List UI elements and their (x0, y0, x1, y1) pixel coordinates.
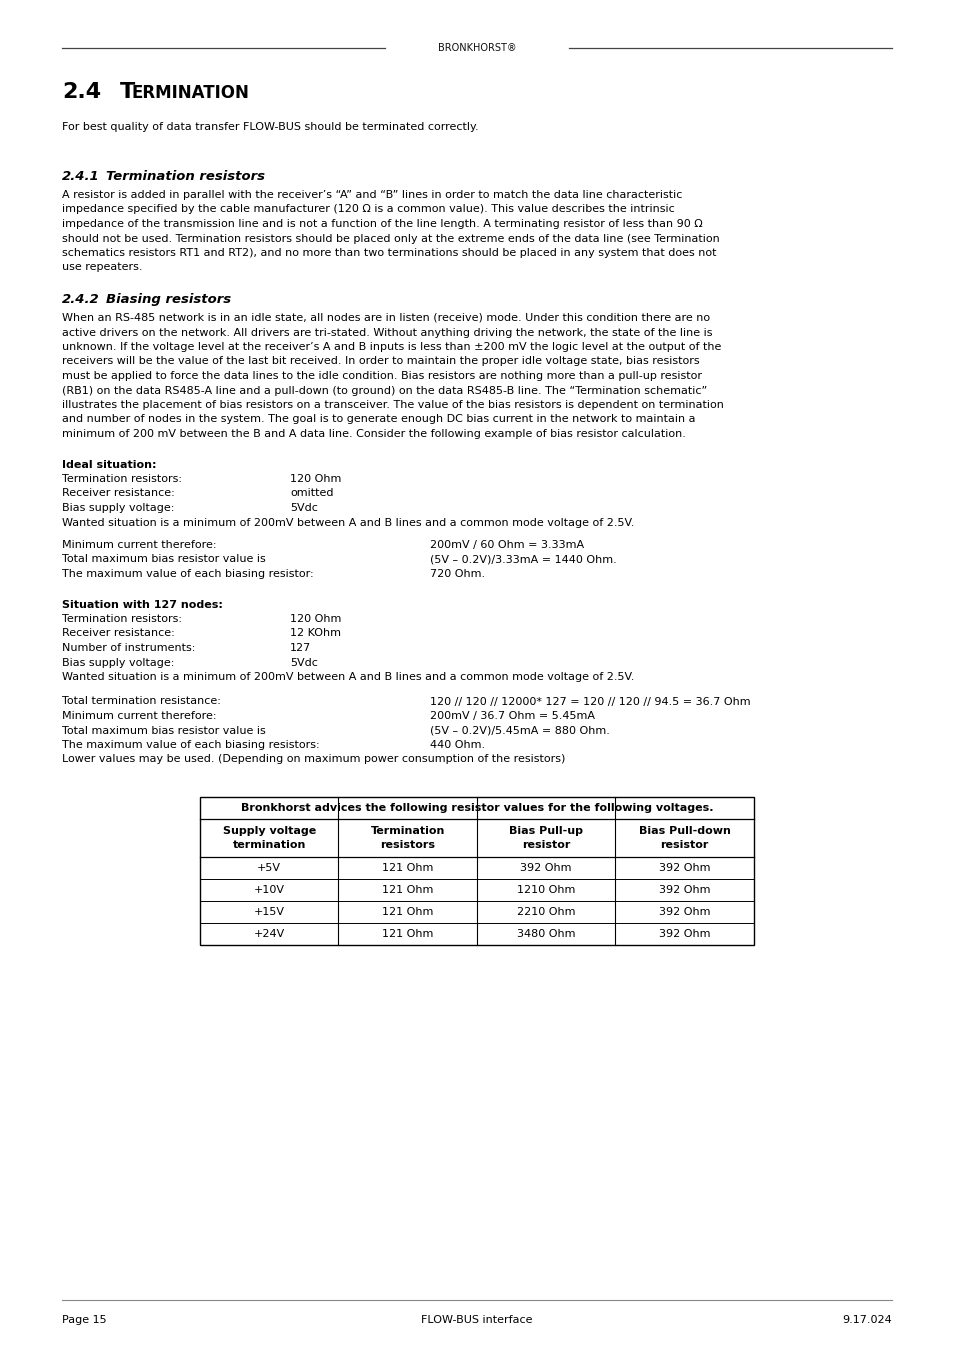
Text: T: T (120, 82, 135, 103)
Text: Receiver resistance:: Receiver resistance: (62, 489, 174, 498)
Text: 392 Ohm: 392 Ohm (659, 907, 710, 917)
Text: must be applied to force the data lines to the idle condition. Bias resistors ar: must be applied to force the data lines … (62, 371, 701, 381)
Text: Bias Pull-up
resistor: Bias Pull-up resistor (509, 826, 582, 849)
Text: Situation with 127 nodes:: Situation with 127 nodes: (62, 599, 223, 609)
Text: 120 // 120 // 12000* 127 = 120 // 120 // 94.5 = 36.7 Ohm: 120 // 120 // 12000* 127 = 120 // 120 //… (430, 697, 750, 706)
Text: illustrates the placement of bias resistors on a transceiver. The value of the b: illustrates the placement of bias resist… (62, 400, 723, 410)
Text: impedance of the transmission line and is not a function of the line length. A t: impedance of the transmission line and i… (62, 219, 702, 230)
Text: Bias supply voltage:: Bias supply voltage: (62, 657, 174, 667)
Text: (5V – 0.2V)/3.33mA = 1440 Ohm.: (5V – 0.2V)/3.33mA = 1440 Ohm. (430, 555, 616, 564)
Text: 120 Ohm: 120 Ohm (290, 474, 341, 485)
Text: +24V: +24V (253, 929, 285, 940)
Text: 121 Ohm: 121 Ohm (381, 886, 433, 895)
Text: Receiver resistance:: Receiver resistance: (62, 629, 174, 639)
Text: 392 Ohm: 392 Ohm (659, 863, 710, 873)
Text: The maximum value of each biasing resistors:: The maximum value of each biasing resist… (62, 740, 319, 751)
Text: active drivers on the network. All drivers are tri-stated. Without anything driv: active drivers on the network. All drive… (62, 328, 712, 338)
Text: Bias Pull-down
resistor: Bias Pull-down resistor (639, 826, 730, 849)
Text: 1210 Ohm: 1210 Ohm (517, 886, 575, 895)
Text: Total termination resistance:: Total termination resistance: (62, 697, 221, 706)
Text: impedance specified by the cable manufacturer (120 Ω is a common value). This va: impedance specified by the cable manufac… (62, 204, 674, 215)
Bar (200, 796, 753, 945)
Text: When an RS-485 network is in an idle state, all nodes are in listen (receive) mo: When an RS-485 network is in an idle sta… (62, 313, 709, 323)
Text: Termination resistors:: Termination resistors: (62, 474, 182, 485)
Text: should not be used. Termination resistors should be placed only at the extreme e: should not be used. Termination resistor… (62, 234, 719, 243)
Text: 200mV / 60 Ohm = 3.33mA: 200mV / 60 Ohm = 3.33mA (430, 540, 583, 549)
Text: 392 Ohm: 392 Ohm (520, 863, 572, 873)
Text: +15V: +15V (253, 907, 284, 917)
Text: Termination
resistors: Termination resistors (370, 826, 444, 849)
Text: Total maximum bias resistor value is: Total maximum bias resistor value is (62, 555, 266, 564)
Text: The maximum value of each biasing resistor:: The maximum value of each biasing resist… (62, 568, 314, 579)
Text: 121 Ohm: 121 Ohm (381, 929, 433, 940)
Text: Biasing resistors: Biasing resistors (106, 293, 231, 306)
Text: 2.4.2: 2.4.2 (62, 293, 100, 306)
Text: 2210 Ohm: 2210 Ohm (517, 907, 575, 917)
Text: (RB1) on the data RS485-A line and a pull-down (to ground) on the data RS485-B l: (RB1) on the data RS485-A line and a pul… (62, 386, 706, 396)
Text: receivers will be the value of the last bit received. In order to maintain the p: receivers will be the value of the last … (62, 356, 699, 366)
Text: BRONKHORST®: BRONKHORST® (437, 43, 516, 53)
Text: Bias supply voltage:: Bias supply voltage: (62, 504, 174, 513)
Text: 200mV / 36.7 Ohm = 5.45mA: 200mV / 36.7 Ohm = 5.45mA (430, 711, 595, 721)
Text: For best quality of data transfer FLOW-BUS should be terminated correctly.: For best quality of data transfer FLOW-B… (62, 122, 478, 132)
Text: unknown. If the voltage level at the receiver’s A and B inputs is less than ±200: unknown. If the voltage level at the rec… (62, 342, 720, 352)
Text: Number of instruments:: Number of instruments: (62, 643, 195, 653)
Text: Lower values may be used. (Depending on maximum power consumption of the resisto: Lower values may be used. (Depending on … (62, 755, 565, 764)
Text: 3480 Ohm: 3480 Ohm (517, 929, 575, 940)
Text: 2.4.1: 2.4.1 (62, 170, 100, 184)
Text: schematics resistors RT1 and RT2), and no more than two terminations should be p: schematics resistors RT1 and RT2), and n… (62, 248, 716, 258)
Text: FLOW-BUS interface: FLOW-BUS interface (421, 1315, 532, 1324)
Text: use repeaters.: use repeaters. (62, 262, 142, 273)
Text: 120 Ohm: 120 Ohm (290, 614, 341, 624)
Text: 5Vdc: 5Vdc (290, 504, 317, 513)
Text: Bronkhorst advices the following resistor values for the following voltages.: Bronkhorst advices the following resisto… (240, 803, 713, 813)
Text: +5V: +5V (257, 863, 281, 873)
Text: Page 15: Page 15 (62, 1315, 107, 1324)
Text: 440 Ohm.: 440 Ohm. (430, 740, 485, 751)
Text: Ideal situation:: Ideal situation: (62, 459, 156, 470)
Text: omitted: omitted (290, 489, 334, 498)
Text: minimum of 200 mV between the B and A data line. Consider the following example : minimum of 200 mV between the B and A da… (62, 429, 685, 439)
Text: A resistor is added in parallel with the receiver’s “A” and “B” lines in order t: A resistor is added in parallel with the… (62, 190, 681, 200)
Text: Wanted situation is a minimum of 200mV between A and B lines and a common mode v: Wanted situation is a minimum of 200mV b… (62, 517, 634, 528)
Text: Termination resistors: Termination resistors (106, 170, 265, 184)
Text: Termination resistors:: Termination resistors: (62, 614, 182, 624)
Text: 121 Ohm: 121 Ohm (381, 863, 433, 873)
Text: 9.17.024: 9.17.024 (841, 1315, 891, 1324)
Text: 5Vdc: 5Vdc (290, 657, 317, 667)
Text: ERMINATION: ERMINATION (132, 84, 250, 103)
Text: Minimum current therefore:: Minimum current therefore: (62, 540, 216, 549)
Text: Total maximum bias resistor value is: Total maximum bias resistor value is (62, 725, 266, 736)
Text: Wanted situation is a minimum of 200mV between A and B lines and a common mode v: Wanted situation is a minimum of 200mV b… (62, 672, 634, 682)
Text: 127: 127 (290, 643, 311, 653)
Text: (5V – 0.2V)/5.45mA = 880 Ohm.: (5V – 0.2V)/5.45mA = 880 Ohm. (430, 725, 609, 736)
Text: 392 Ohm: 392 Ohm (659, 929, 710, 940)
Text: 720 Ohm.: 720 Ohm. (430, 568, 485, 579)
Text: 392 Ohm: 392 Ohm (659, 886, 710, 895)
Text: Minimum current therefore:: Minimum current therefore: (62, 711, 216, 721)
Text: 121 Ohm: 121 Ohm (381, 907, 433, 917)
Text: 2.4: 2.4 (62, 82, 101, 103)
Text: and number of nodes in the system. The goal is to generate enough DC bias curren: and number of nodes in the system. The g… (62, 414, 695, 424)
Text: Supply voltage
termination: Supply voltage termination (222, 826, 315, 849)
Text: +10V: +10V (253, 886, 284, 895)
Text: 12 KOhm: 12 KOhm (290, 629, 340, 639)
